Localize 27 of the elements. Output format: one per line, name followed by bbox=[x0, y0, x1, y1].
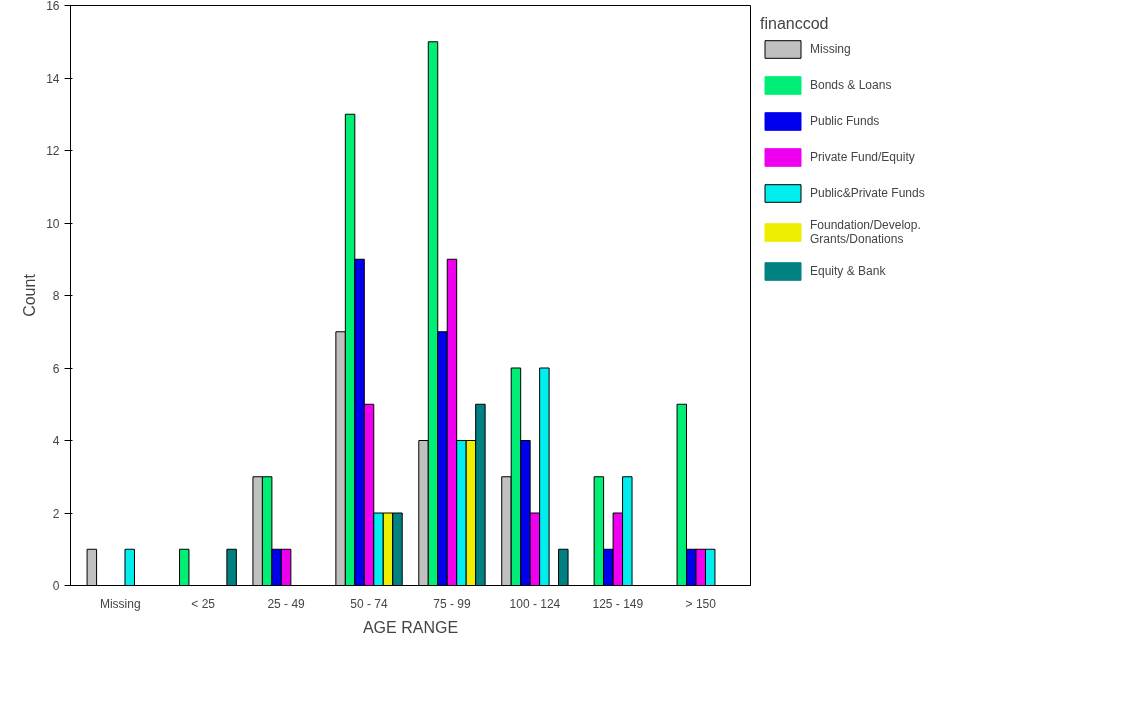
x-tick-label: < 25 bbox=[191, 596, 216, 611]
y-tick-label: 16 bbox=[46, 0, 60, 13]
legend-label: Equity & Bank bbox=[810, 264, 886, 278]
y-axis-title: Count bbox=[21, 273, 39, 317]
legend-label: Public Funds bbox=[810, 114, 880, 128]
legend-label: Private Fund/Equity bbox=[810, 150, 915, 164]
y-tick-label: 8 bbox=[52, 289, 60, 303]
y-tick-label: 6 bbox=[52, 361, 60, 376]
y-tick-label: 12 bbox=[46, 144, 60, 158]
legend-label: Foundation/Develop. Grants/Donations bbox=[810, 218, 921, 246]
legend-title: financcod bbox=[760, 15, 830, 33]
x-tick-label: Missing bbox=[99, 596, 141, 611]
y-tick-label: 0 bbox=[52, 579, 60, 593]
x-tick-label: 125 - 149 bbox=[592, 596, 644, 611]
x-tick-label: 25 - 49 bbox=[267, 596, 306, 611]
x-tick-label: > 150 bbox=[685, 596, 717, 611]
y-tick-label: 4 bbox=[52, 434, 60, 448]
x-tick-label: 50 - 74 bbox=[350, 596, 389, 611]
legend-label: Bonds & Loans bbox=[810, 78, 892, 92]
x-tick-label: 75 - 99 bbox=[433, 596, 471, 611]
y-tick-label: 10 bbox=[46, 216, 60, 231]
y-tick-label: 2 bbox=[52, 506, 60, 521]
x-tick-label: 100 - 124 bbox=[509, 596, 561, 611]
legend-label: Public&Private Funds bbox=[810, 186, 925, 200]
legend-label: Missing bbox=[810, 42, 851, 56]
y-tick-label: 14 bbox=[46, 71, 60, 86]
x-axis-title: AGE RANGE bbox=[362, 618, 459, 636]
